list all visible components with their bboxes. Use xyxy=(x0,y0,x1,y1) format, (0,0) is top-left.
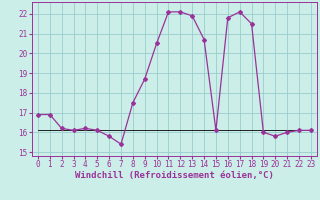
X-axis label: Windchill (Refroidissement éolien,°C): Windchill (Refroidissement éolien,°C) xyxy=(75,171,274,180)
